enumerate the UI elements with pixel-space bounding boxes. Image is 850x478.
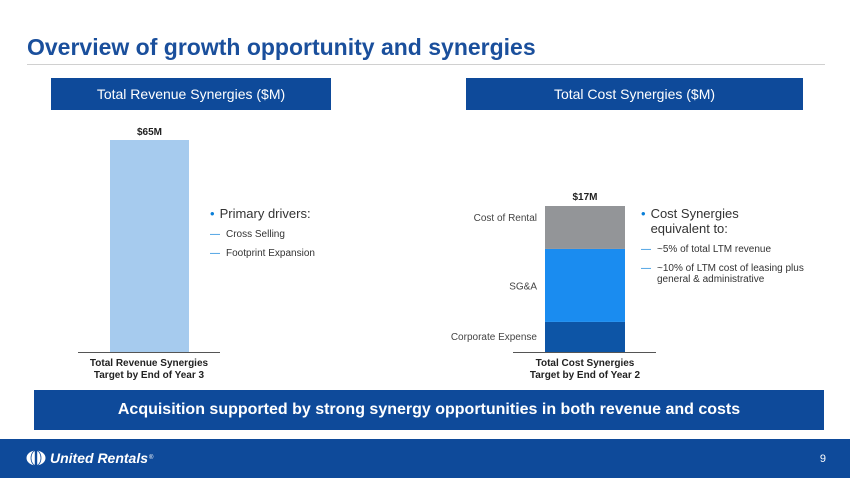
bullet-dot-icon: •: [641, 206, 646, 221]
dash-icon: —: [210, 248, 220, 259]
title-divider: [27, 64, 825, 65]
trademark-mark: ®: [149, 455, 154, 461]
left-bullet-list: • Primary drivers: — Cross Selling — Foo…: [210, 206, 350, 259]
united-rentals-logo-icon: [26, 450, 46, 466]
page-title: Overview of growth opportunity and syner…: [27, 34, 536, 60]
bullet-sub: — Cross Selling: [210, 229, 350, 240]
revenue-data-label: $65M: [137, 127, 162, 138]
bullet-main-text: Cost Synergies equivalent to:: [650, 206, 739, 236]
cost-category-label: Total Cost Synergies: [536, 358, 635, 369]
cost-series-label: Cost of Rental: [474, 213, 537, 224]
cost-series-label: SG&A: [509, 281, 537, 292]
bullet-sub: — ~5% of total LTM revenue: [641, 244, 816, 255]
company-logo: United Rentals ®: [26, 450, 153, 466]
bullet-sub-text: ~5% of total LTM revenue: [657, 244, 772, 255]
footer-bar: United Rentals ® 9: [0, 439, 850, 478]
cost-of-rental-segment: [545, 206, 625, 249]
revenue-category-label: Total Revenue Synergies: [90, 358, 209, 369]
cost-category-label: Target by End of Year 2: [530, 370, 641, 381]
bullet-main: • Cost Synergies equivalent to:: [641, 206, 816, 236]
bullet-sub: — ~10% of LTM cost of leasing plus gener…: [641, 263, 816, 285]
dash-icon: —: [210, 229, 220, 240]
summary-banner: Acquisition supported by strong synergy …: [34, 390, 824, 430]
corporate-expense-segment: [545, 321, 625, 352]
logo-wordmark: United Rentals: [50, 450, 149, 466]
sga-segment: [545, 248, 625, 322]
page-number: 9: [819, 453, 826, 465]
cost-total-label: $17M: [572, 192, 597, 203]
cost-synergies-header: Total Cost Synergies ($M): [466, 78, 803, 110]
right-bullet-list: • Cost Synergies equivalent to: — ~5% of…: [641, 206, 816, 285]
bullet-sub: — Footprint Expansion: [210, 248, 350, 259]
dash-icon: —: [641, 263, 651, 274]
bullet-main-text: Primary drivers:: [219, 206, 311, 221]
bullet-sub-text: ~10% of LTM cost of leasing plus general…: [657, 263, 804, 285]
revenue-bar: [110, 140, 189, 352]
bullet-sub-text: Footprint Expansion: [226, 248, 315, 259]
dash-icon: —: [641, 244, 651, 255]
cost-series-label: Corporate Expense: [451, 332, 538, 343]
revenue-category-label: Target by End of Year 3: [94, 370, 205, 381]
bullet-sub-text: Cross Selling: [226, 229, 285, 240]
bullet-main: • Primary drivers:: [210, 206, 350, 221]
revenue-synergies-header: Total Revenue Synergies ($M): [51, 78, 331, 110]
bullet-dot-icon: •: [210, 206, 215, 221]
